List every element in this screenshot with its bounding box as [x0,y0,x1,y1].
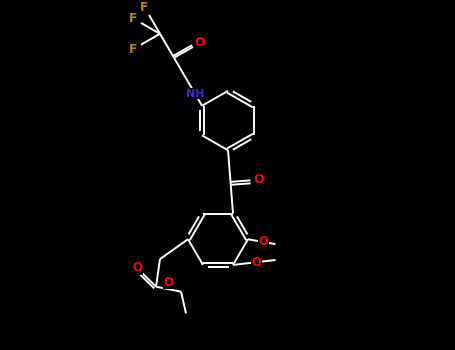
Text: O: O [253,173,264,186]
Text: O: O [195,36,205,49]
Text: O: O [251,256,261,269]
Text: NH: NH [186,89,204,99]
Text: O: O [132,261,142,274]
Text: F: F [129,43,137,56]
Text: F: F [140,1,149,14]
Text: O: O [259,235,269,248]
Text: F: F [129,12,137,25]
Text: O: O [163,276,173,289]
